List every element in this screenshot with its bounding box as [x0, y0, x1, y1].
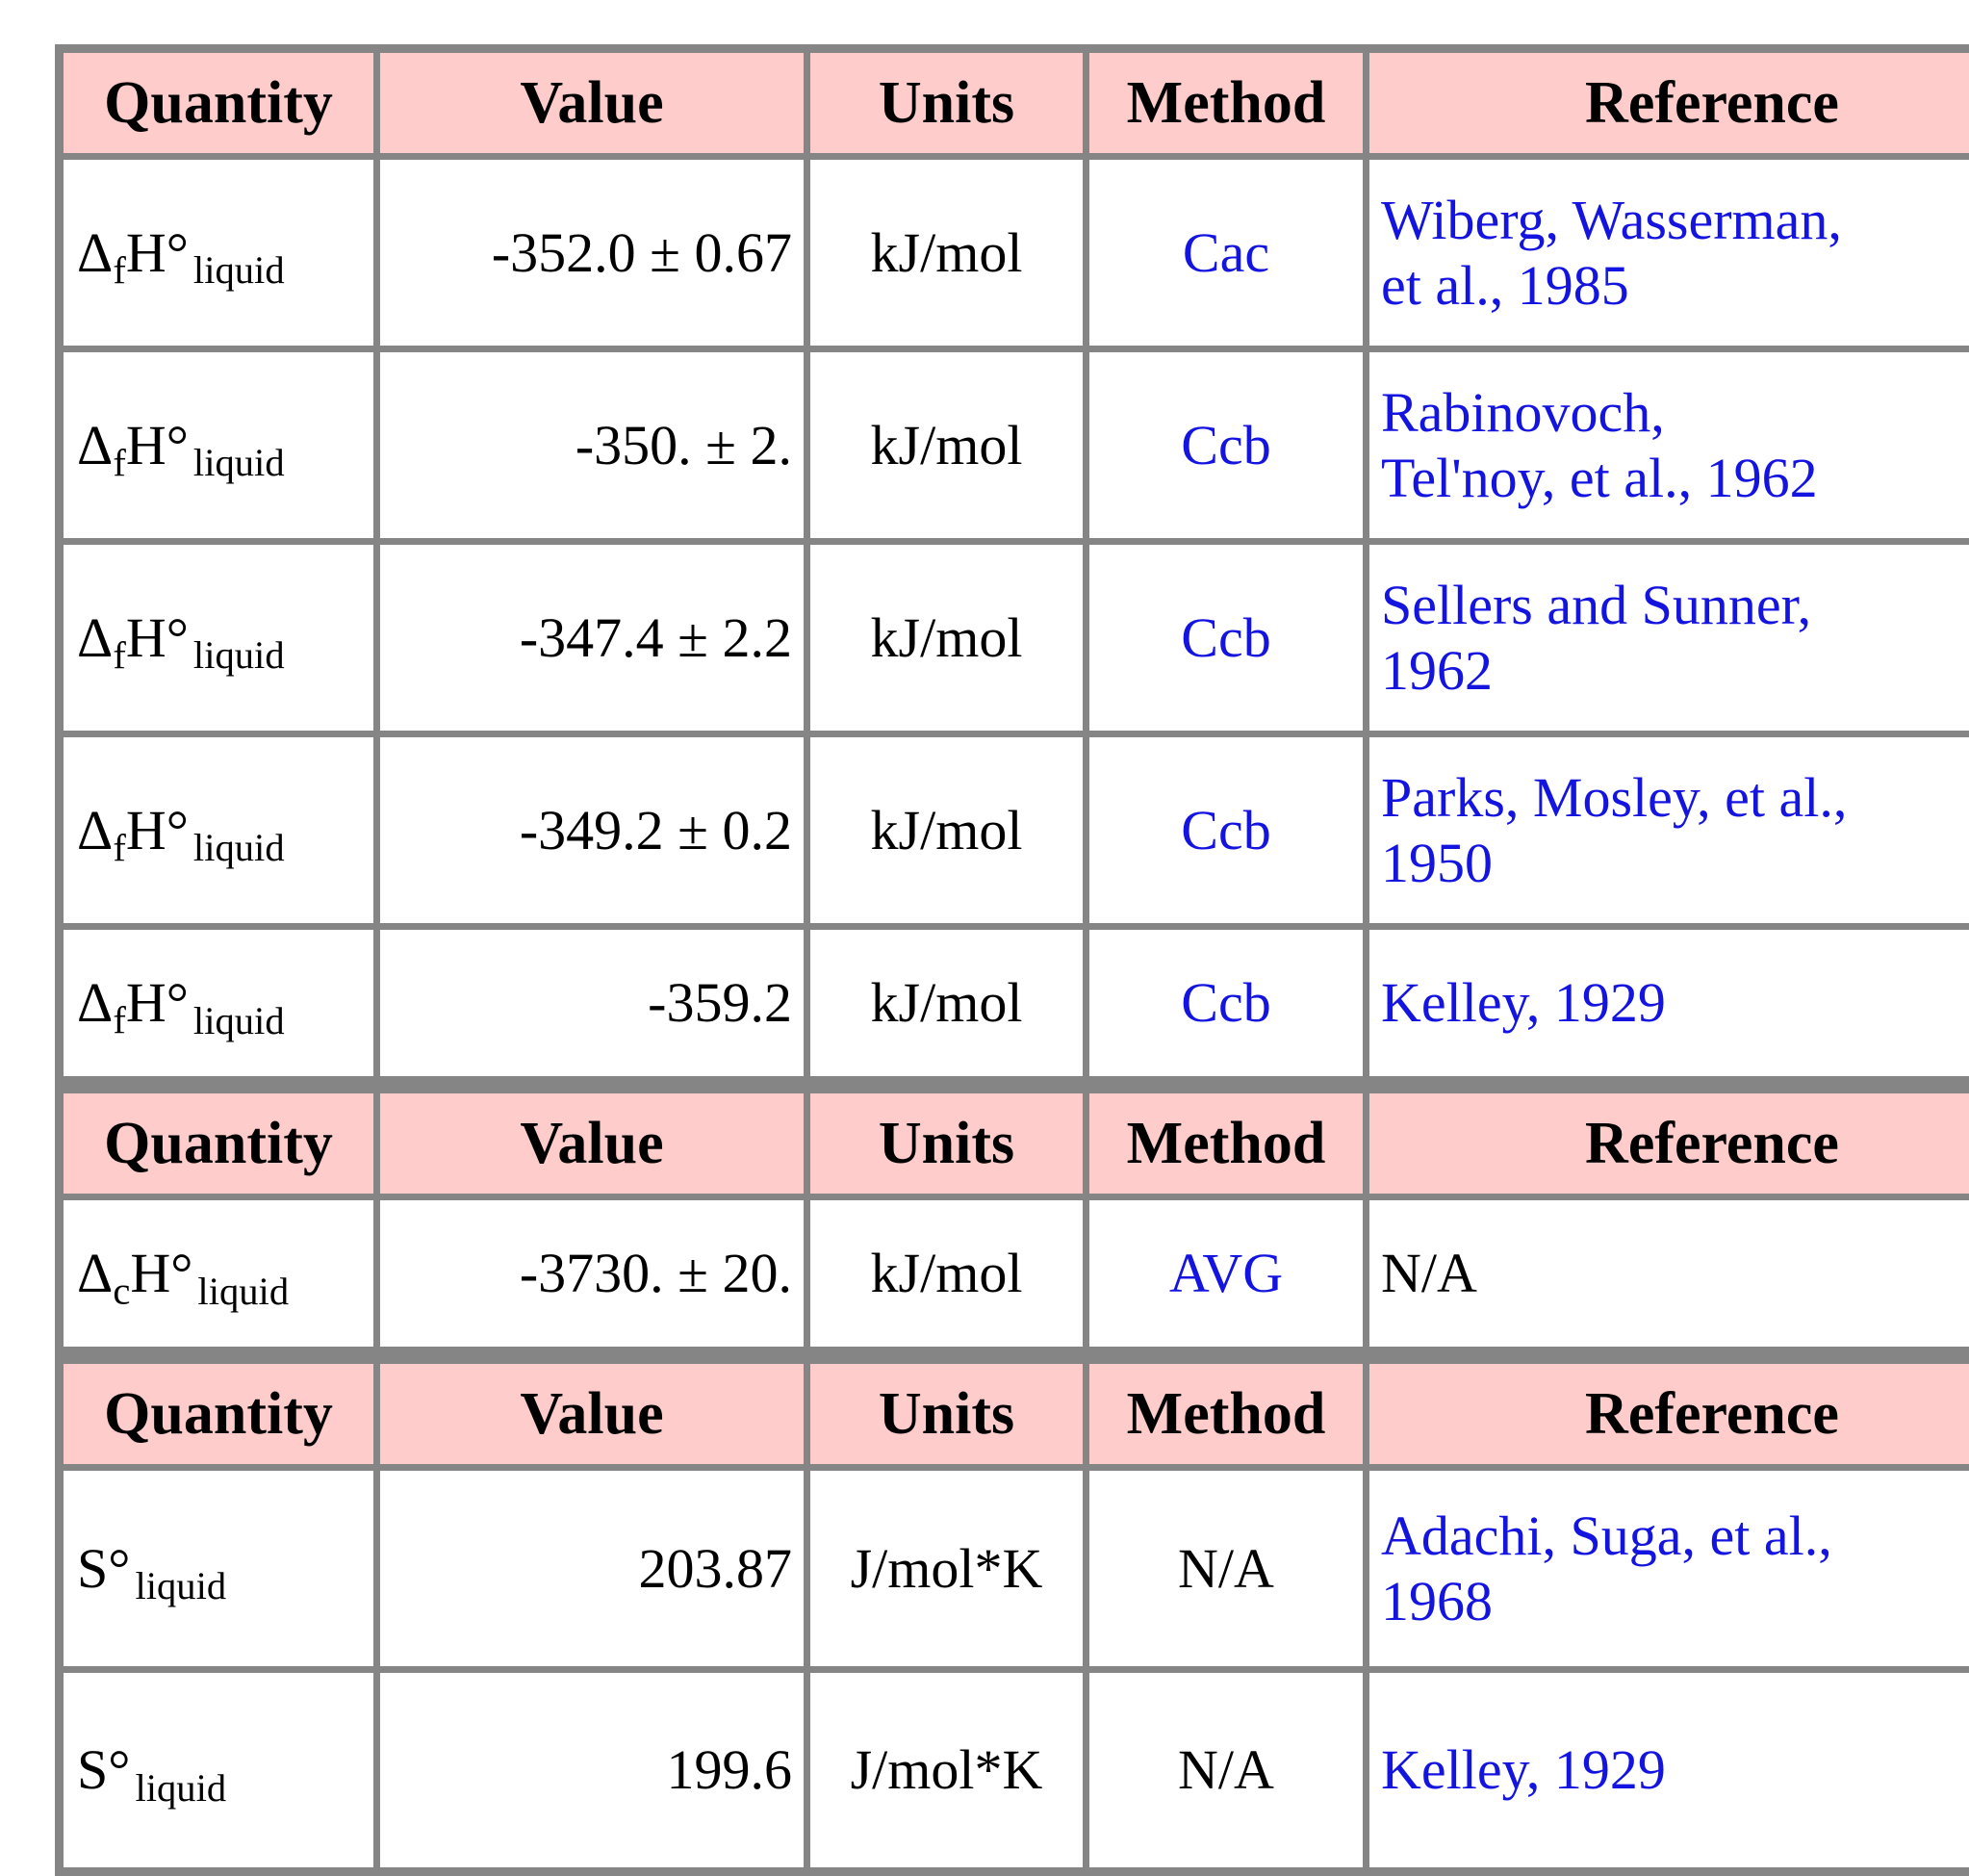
table-entropy: Quantity Value Units Method Reference S°… [55, 1355, 1969, 1876]
table-header-row: Quantity Value Units Method Reference [60, 49, 1969, 157]
reference-cell: Rabinovoch, Tel'noy, et al., 1962 [1367, 349, 1969, 542]
header-value: Value [377, 49, 807, 157]
table-row: ΔfH°liquid -349.2 ± 0.2 kJ/mol Ccb Parks… [60, 734, 1969, 927]
method-cell: N/A [1087, 1670, 1367, 1872]
header-method: Method [1087, 1360, 1367, 1468]
header-units: Units [807, 49, 1087, 157]
reference-cell: Kelley, 1929 [1367, 927, 1969, 1081]
quantity-cell: ΔcH°liquid [60, 1197, 377, 1351]
table-row: ΔfH°liquid -347.4 ± 2.2 kJ/mol Ccb Selle… [60, 542, 1969, 734]
quantity-cell: ΔfH°liquid [60, 927, 377, 1081]
table-header-row: Quantity Value Units Method Reference [60, 1360, 1969, 1468]
table-row: S°liquid 203.87 J/mol*K N/A Adachi, Suga… [60, 1468, 1969, 1670]
value-cell: -350. ± 2. [377, 349, 807, 542]
quantity-cell: ΔfH°liquid [60, 542, 377, 734]
header-quantity: Quantity [60, 1360, 377, 1468]
value-cell: -352.0 ± 0.67 [377, 157, 807, 349]
value-cell: -347.4 ± 2.2 [377, 542, 807, 734]
table-row: ΔfH°liquid -350. ± 2. kJ/mol Ccb Rabinov… [60, 349, 1969, 542]
method-link[interactable]: Ccb [1181, 606, 1270, 669]
units-cell: kJ/mol [807, 734, 1087, 927]
quantity-cell: ΔfH°liquid [60, 349, 377, 542]
quantity-cell: ΔfH°liquid [60, 157, 377, 349]
reference-link[interactable]: Kelley, 1929 [1381, 971, 1666, 1034]
reference-cell: Parks, Mosley, et al., 1950 [1367, 734, 1969, 927]
reference-cell: Sellers and Sunner, 1962 [1367, 542, 1969, 734]
thermochemistry-data-section: Quantity Value Units Method Reference Δf… [55, 44, 1969, 1876]
units-cell: kJ/mol [807, 542, 1087, 734]
units-cell: J/mol*K [807, 1670, 1087, 1872]
header-quantity: Quantity [60, 1090, 377, 1197]
method-cell: AVG [1087, 1197, 1367, 1351]
units-cell: kJ/mol [807, 927, 1087, 1081]
header-quantity: Quantity [60, 49, 377, 157]
table-row: ΔfH°liquid -352.0 ± 0.67 kJ/mol Cac Wibe… [60, 157, 1969, 349]
method-cell: Ccb [1087, 349, 1367, 542]
reference-link[interactable]: Parks, Mosley, et al., 1950 [1381, 766, 1847, 893]
reference-cell: Wiberg, Wasserman, et al., 1985 [1367, 157, 1969, 349]
reference-link[interactable]: Wiberg, Wasserman, et al., 1985 [1381, 189, 1842, 316]
header-value: Value [377, 1090, 807, 1197]
method-link[interactable]: Cac [1183, 221, 1269, 284]
reference-cell: N/A [1367, 1197, 1969, 1351]
reference-link[interactable]: Adachi, Suga, et al., 1968 [1381, 1504, 1832, 1632]
method-link[interactable]: AVG [1169, 1242, 1283, 1304]
method-cell: Ccb [1087, 927, 1367, 1081]
value-cell: -349.2 ± 0.2 [377, 734, 807, 927]
method-cell: Ccb [1087, 734, 1367, 927]
table-row: ΔcH°liquid -3730. ± 20. kJ/mol AVG N/A [60, 1197, 1969, 1351]
method-cell: Cac [1087, 157, 1367, 349]
method-link[interactable]: Ccb [1181, 414, 1270, 476]
method-cell: N/A [1087, 1468, 1367, 1670]
quantity-cell: S°liquid [60, 1468, 377, 1670]
value-cell: 203.87 [377, 1468, 807, 1670]
reference-link[interactable]: Kelley, 1929 [1381, 1738, 1666, 1801]
units-cell: J/mol*K [807, 1468, 1087, 1670]
header-units: Units [807, 1090, 1087, 1197]
header-reference: Reference [1367, 49, 1969, 157]
value-cell: 199.6 [377, 1670, 807, 1872]
units-cell: kJ/mol [807, 157, 1087, 349]
header-method: Method [1087, 1090, 1367, 1197]
table-header-row: Quantity Value Units Method Reference [60, 1090, 1969, 1197]
header-value: Value [377, 1360, 807, 1468]
table-row: S°liquid 199.6 J/mol*K N/A Kelley, 1929 [60, 1670, 1969, 1872]
units-cell: kJ/mol [807, 1197, 1087, 1351]
method-cell: Ccb [1087, 542, 1367, 734]
reference-cell: Adachi, Suga, et al., 1968 [1367, 1468, 1969, 1670]
table-row: ΔfH°liquid -359.2 kJ/mol Ccb Kelley, 192… [60, 927, 1969, 1081]
header-reference: Reference [1367, 1090, 1969, 1197]
table-enthalpy-of-formation: Quantity Value Units Method Reference Δf… [55, 44, 1969, 1085]
units-cell: kJ/mol [807, 349, 1087, 542]
reference-cell: Kelley, 1929 [1367, 1670, 1969, 1872]
header-units: Units [807, 1360, 1087, 1468]
header-reference: Reference [1367, 1360, 1969, 1468]
method-link[interactable]: Ccb [1181, 799, 1270, 861]
header-method: Method [1087, 49, 1367, 157]
reference-link[interactable]: Sellers and Sunner, 1962 [1381, 574, 1811, 701]
value-cell: -3730. ± 20. [377, 1197, 807, 1351]
reference-link[interactable]: Rabinovoch, Tel'noy, et al., 1962 [1381, 381, 1818, 508]
method-link[interactable]: Ccb [1181, 971, 1270, 1034]
table-enthalpy-of-combustion: Quantity Value Units Method Reference Δc… [55, 1085, 1969, 1355]
value-cell: -359.2 [377, 927, 807, 1081]
quantity-cell: S°liquid [60, 1670, 377, 1872]
quantity-cell: ΔfH°liquid [60, 734, 377, 927]
